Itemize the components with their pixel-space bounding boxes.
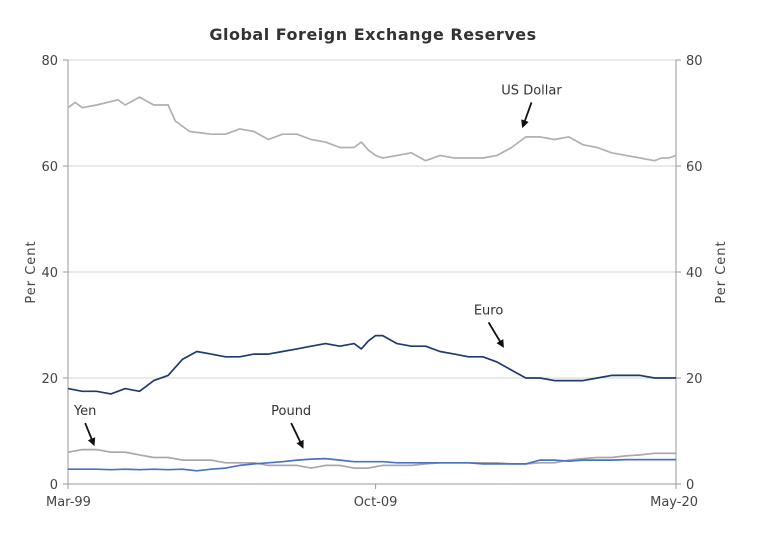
annotation-arrow-yen (84, 422, 96, 447)
y-tick-label-right: 20 (686, 372, 703, 387)
y-axis-title-left: Per Cent (24, 240, 39, 303)
series-line-us-dollar (67, 96, 677, 162)
x-tick-label: May-20 (650, 495, 698, 510)
annotation-arrow-us-dollar (521, 102, 533, 129)
annotation-label-pound: Pound (271, 404, 311, 419)
y-tick-label-left: 0 (50, 478, 58, 493)
series-lines (67, 96, 677, 472)
annotation-arrow-euro (487, 321, 504, 348)
annotation-label-euro: Euro (474, 303, 504, 318)
y-tick-label-right: 60 (686, 160, 703, 175)
annotation-arrow-pound (290, 422, 304, 449)
series-line-pound (68, 457, 676, 472)
y-ticks-left: 0 20 40 60 80 (41, 54, 68, 493)
annotation-label-yen: Yen (73, 404, 96, 419)
x-tick-label: Oct-09 (354, 495, 398, 510)
annotations: US Dollar Euro Yen Pound (73, 83, 562, 449)
y-tick-label-right: 40 (686, 266, 703, 281)
y-tick-label-right: 0 (686, 478, 694, 493)
y-ticks-right: 0 20 40 60 80 (676, 54, 703, 493)
y-tick-label-left: 40 (41, 266, 58, 281)
y-tick-label-left: 60 (41, 160, 58, 175)
y-tick-label-left: 20 (41, 372, 58, 387)
chart-title: Global Foreign Exchange Reserves (209, 25, 536, 44)
y-tick-label-right: 80 (686, 54, 703, 69)
x-tick-label: Mar-99 (46, 495, 91, 510)
y-tick-label-left: 80 (41, 54, 58, 69)
y-axis-title-right: Per Cent (714, 240, 729, 303)
series-line-yen (67, 448, 676, 469)
x-ticks: Mar-99 Oct-09 May-20 (46, 484, 698, 510)
annotation-label-us-dollar: US Dollar (501, 83, 562, 98)
series-line-euro (67, 334, 676, 395)
gridlines (68, 59, 676, 379)
